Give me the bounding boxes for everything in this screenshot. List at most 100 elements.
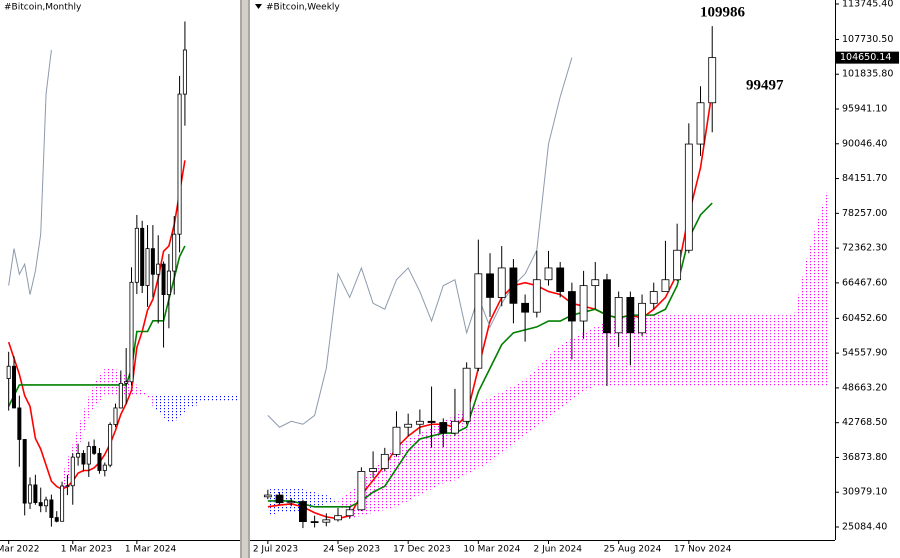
y-tick-label: 48663.20 (842, 382, 887, 393)
candle-body (684, 143, 693, 251)
cloud-segment (583, 326, 596, 392)
candle-body (486, 273, 494, 298)
candle-body (177, 93, 182, 235)
cloud-segment (62, 459, 68, 492)
cloud-segment (677, 315, 689, 386)
y-tick-label: 107730.50 (842, 34, 893, 45)
candle-body (415, 420, 424, 425)
candle-body (182, 49, 187, 95)
candle-body (145, 248, 150, 286)
candle-body (334, 515, 342, 521)
candle-body (380, 453, 389, 469)
cloud-segment (88, 384, 95, 418)
y-tick-label: 84151.70 (842, 173, 887, 184)
candle-body (708, 57, 717, 104)
candle-body (97, 452, 102, 471)
x-tick-label: Mar 2022 (0, 545, 39, 555)
candle-body (287, 501, 296, 504)
last-price-label: 104650.14 (840, 52, 891, 63)
candle-body (556, 267, 565, 292)
candle-body (427, 420, 436, 423)
candle-body (6, 365, 11, 379)
x-tick-label: 2 Jun 2024 (534, 545, 583, 555)
cloud-segment (147, 395, 153, 407)
cloud-segment (525, 368, 537, 437)
cloud-segment (206, 395, 212, 401)
cloud-segment (548, 344, 561, 419)
cloud-segment (67, 443, 73, 482)
candle-body (275, 494, 284, 504)
cloud-segment (653, 315, 666, 386)
candle-body (532, 279, 541, 313)
cloud-segment (179, 395, 185, 418)
last-price-box (836, 51, 899, 64)
candle-body (49, 499, 54, 518)
cloud-segment (419, 427, 432, 496)
candle-body (129, 281, 134, 383)
cloud-segment (501, 385, 514, 454)
candle-body (614, 297, 623, 334)
cloud-segment (794, 262, 806, 386)
cloud-segment (168, 395, 175, 423)
candle-body (172, 233, 177, 272)
cloud-segment (606, 318, 619, 386)
candle-body (156, 263, 161, 275)
x-tick-label: 10 Mar 2024 (463, 545, 520, 555)
candle-body (263, 494, 272, 498)
level-annotation: 99497 (746, 77, 784, 93)
candle-body (579, 285, 588, 322)
candle-body (673, 249, 682, 281)
candle-body (166, 270, 171, 295)
cloud-segment (478, 397, 491, 469)
cloud-segment (431, 421, 444, 490)
monthly-panel: Mar 2022 1 Mar 2023 1 Mar 2024 (0, 21, 239, 555)
cloud-segment (72, 427, 79, 466)
candle-body (22, 439, 27, 504)
candle-body (357, 471, 366, 511)
candle-body (124, 381, 129, 384)
cloud-segment (142, 390, 148, 396)
candle-body (54, 517, 59, 522)
cloud-segment (688, 315, 701, 386)
cloud-segment (232, 395, 239, 401)
x-tick-label: 17 Nov 2024 (674, 545, 732, 555)
candle-body (439, 422, 448, 434)
cloud-segment (513, 380, 526, 445)
cloud-segment (216, 395, 223, 401)
cloud-segment (326, 495, 339, 504)
cloud-segment (314, 492, 327, 507)
cloud-segment (158, 395, 164, 418)
candle-body (161, 263, 166, 295)
candle-body (661, 279, 670, 292)
candle-body (113, 407, 118, 425)
cloud-segment (136, 384, 143, 396)
x-tick-label: 24 Sep 2023 (323, 545, 380, 555)
candle-body (626, 297, 635, 334)
cloud-segment (490, 391, 502, 463)
y-tick-label: 72362.30 (842, 243, 887, 254)
candle-body (118, 382, 123, 409)
cloud-segment (222, 395, 228, 401)
y-tick-label: 42768.50 (842, 417, 887, 428)
cloud-segment (152, 395, 159, 412)
dropdown-icon[interactable] (255, 4, 262, 9)
y-tick-label: 66467.60 (842, 277, 887, 288)
candle-body (322, 519, 331, 523)
cloud-segment (174, 395, 180, 423)
cloud-segment (782, 315, 795, 386)
cloud-segment (735, 315, 748, 386)
candle-body (567, 291, 576, 322)
y-tick-label: 90046.40 (842, 138, 887, 149)
indicator-line (7, 245, 186, 407)
weekly-panel: 2 Jul 2023 24 Sep 2023 17 Dec 2023 10 Mar 2… (253, 26, 830, 555)
cloud-segment (700, 315, 713, 386)
candle-body (521, 302, 530, 313)
cloud-segment (211, 395, 217, 401)
panel-separator (240, 0, 250, 558)
candle-body (134, 227, 139, 283)
candle-body (86, 446, 91, 465)
cloud-segment (83, 395, 89, 434)
candle-body (38, 502, 43, 507)
cloud-segment (408, 433, 420, 501)
